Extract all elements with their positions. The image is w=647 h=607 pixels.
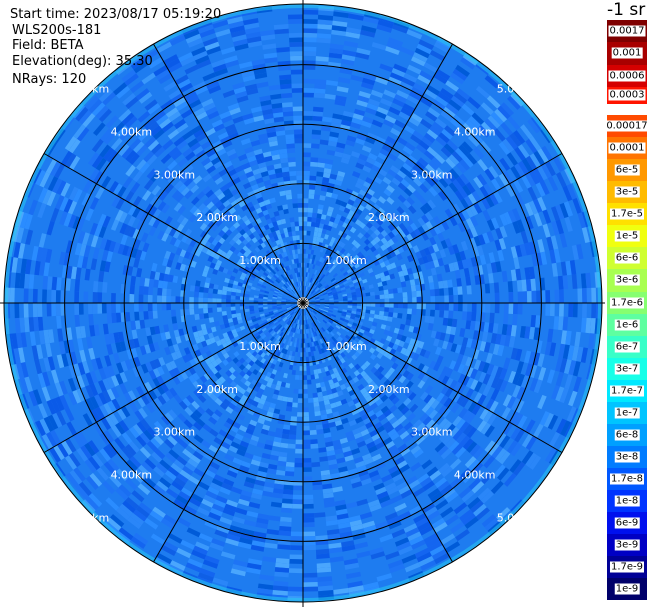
range-ring-label: 5.00km bbox=[497, 512, 539, 525]
colorbar-tick-label: 3e-8 bbox=[614, 451, 640, 463]
colorbar-tick-label: 0.001 bbox=[611, 47, 643, 59]
range-ring-label: 1.00km bbox=[325, 254, 367, 267]
azimuth-spoke bbox=[43, 302, 304, 453]
nrays-text: NRays: 120 bbox=[12, 72, 87, 87]
colorbar-tick-label: 1.7e-8 bbox=[609, 473, 645, 485]
range-ring-label: 3.00km bbox=[411, 426, 453, 439]
colorbar-tick-label: 1.7e-6 bbox=[609, 297, 645, 309]
field-name-text: Field: BETA bbox=[12, 38, 84, 53]
colorbar-tick-label: 1e-8 bbox=[614, 495, 640, 507]
azimuth-spoke bbox=[302, 302, 563, 453]
range-ring-label: 4.00km bbox=[454, 469, 496, 482]
range-ring-label: 4.00km bbox=[111, 469, 153, 482]
colorbar-tick-label: 6e-6 bbox=[614, 252, 640, 264]
colorbar: 0.0017 0.001 0.0006 0.0003 0.00017 0.0001 6e-5… bbox=[605, 20, 647, 601]
colorbar-tick-label: 3e-6 bbox=[614, 274, 640, 286]
range-ring-label: 2.00km bbox=[196, 211, 238, 224]
instrument-name-text: WLS200s-181 bbox=[12, 23, 102, 38]
range-ring-label: 5.00km bbox=[68, 512, 110, 525]
azimuth-spoke bbox=[302, 302, 453, 563]
colorbar-unit-label: -1 sr bbox=[607, 0, 646, 20]
colorbar-tick-label: 6e-8 bbox=[614, 429, 640, 441]
colorbar-tick-label: 1e-7 bbox=[614, 407, 640, 419]
range-ring-label: 1.00km bbox=[239, 254, 281, 267]
colorbar-tick-label: 3e-5 bbox=[614, 186, 640, 198]
elevation-text: Elevation(deg): 35.30 bbox=[12, 54, 153, 69]
colorbar-tick-label: 3e-7 bbox=[614, 363, 640, 375]
range-ring-label: 1.00km bbox=[239, 340, 281, 353]
azimuth-spoke bbox=[153, 43, 304, 304]
colorbar-tick-label: 3e-9 bbox=[614, 539, 640, 551]
colorbar-tick-label: 1.7e-9 bbox=[609, 561, 645, 573]
ppi-range-gates bbox=[4, 4, 602, 602]
range-ring-label: 3.00km bbox=[153, 168, 195, 181]
center-marker-ray bbox=[302, 300, 309, 304]
range-ring-label: 4.00km bbox=[111, 125, 153, 138]
range-ring-label: 1.00km bbox=[325, 340, 367, 353]
range-ring-label: 3.00km bbox=[153, 426, 195, 439]
ppi-scan-plot: 1.00km 1.00km 1.00km 1.00km 2.00km 2.00km 2.00… bbox=[0, 0, 605, 607]
colorbar-tick-label: 0.0001 bbox=[608, 142, 646, 154]
colorbar-tick-label: 1.7e-7 bbox=[609, 385, 645, 397]
azimuth-spoke bbox=[302, 153, 563, 304]
colorbar-tick-label: 0.0006 bbox=[608, 70, 646, 82]
colorbar-tick-label: 6e-9 bbox=[614, 517, 640, 529]
range-ring-label: 2.00km bbox=[196, 383, 238, 396]
range-ring-label: 4.00km bbox=[454, 125, 496, 138]
range-ring-label: 3.00km bbox=[411, 168, 453, 181]
range-ring-label: 5.00km bbox=[68, 82, 110, 95]
range-ring-label: 2.00km bbox=[368, 383, 410, 396]
range-ring-label: 5.00km bbox=[497, 82, 539, 95]
colorbar-tick-label: 1e-9 bbox=[614, 583, 640, 595]
colorbar-tick-label: 0.0017 bbox=[608, 25, 646, 37]
range-ring-label: 2.00km bbox=[368, 211, 410, 224]
colorbar-tick-label: 1e-6 bbox=[614, 319, 640, 331]
azimuth-spoke bbox=[153, 302, 304, 563]
colorbar-tick-label: 0.0003 bbox=[608, 89, 646, 101]
azimuth-spoke bbox=[43, 153, 304, 304]
colorbar-tick-label: 1e-5 bbox=[614, 230, 640, 242]
start-time-text: Start time: 2023/08/17 05:19:20 bbox=[10, 7, 222, 22]
azimuth-spoke bbox=[302, 43, 453, 304]
colorbar-tick-label: 6e-7 bbox=[614, 341, 640, 353]
colorbar-tick-label: 0.00017 bbox=[605, 120, 647, 132]
colorbar-tick-label: 1.7e-5 bbox=[609, 208, 645, 220]
colorbar-tick-label: 6e-5 bbox=[614, 164, 640, 176]
